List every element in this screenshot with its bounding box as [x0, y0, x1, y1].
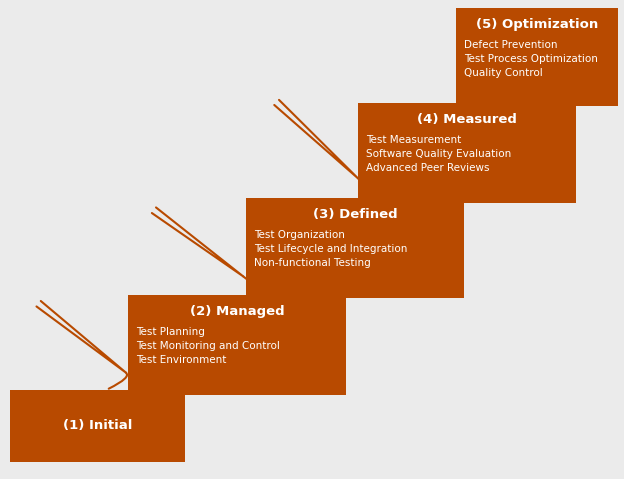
Text: Test Lifecycle and Integration: Test Lifecycle and Integration [254, 244, 407, 254]
Text: Test Monitoring and Control: Test Monitoring and Control [136, 341, 280, 351]
Text: (4) Measured: (4) Measured [417, 113, 517, 126]
Text: Test Organization: Test Organization [254, 230, 345, 240]
Text: Test Planning: Test Planning [136, 327, 205, 337]
Text: (5) Optimization: (5) Optimization [476, 18, 598, 31]
Text: Test Process Optimization: Test Process Optimization [464, 54, 598, 64]
Text: (1) Initial: (1) Initial [63, 420, 132, 433]
Text: Software Quality Evaluation: Software Quality Evaluation [366, 149, 511, 159]
FancyBboxPatch shape [358, 103, 576, 203]
Text: (2) Managed: (2) Managed [190, 305, 285, 318]
Text: Quality Control: Quality Control [464, 68, 543, 78]
Text: (3) Defined: (3) Defined [313, 208, 397, 221]
Text: Test Environment: Test Environment [136, 355, 227, 365]
FancyBboxPatch shape [456, 8, 618, 106]
Text: Advanced Peer Reviews: Advanced Peer Reviews [366, 163, 489, 173]
Text: Test Measurement: Test Measurement [366, 135, 461, 145]
FancyBboxPatch shape [10, 390, 185, 462]
Text: Non-functional Testing: Non-functional Testing [254, 258, 371, 268]
Text: Defect Prevention: Defect Prevention [464, 40, 557, 50]
FancyBboxPatch shape [128, 295, 346, 395]
FancyBboxPatch shape [246, 198, 464, 298]
